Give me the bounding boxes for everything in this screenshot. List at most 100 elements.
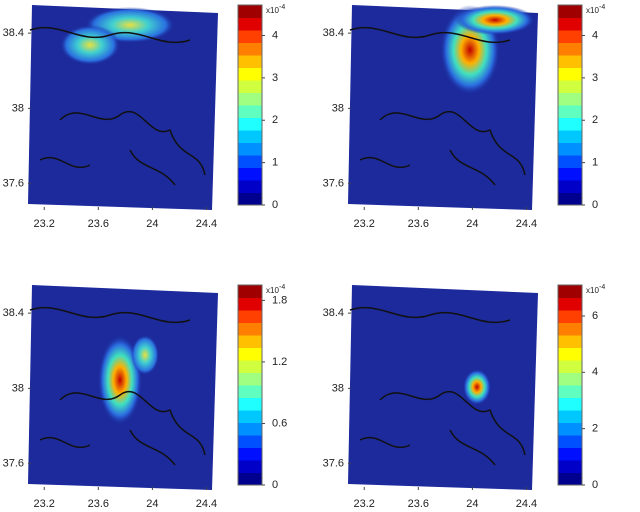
y-tick-label: 37.6 <box>3 178 24 190</box>
concentration-plume <box>60 25 120 65</box>
colorbar-step <box>558 385 582 398</box>
y-tick-label: 38 <box>12 102 24 114</box>
colorbar-tick-label: 2 <box>272 114 278 126</box>
x-tick-label: 24.4 <box>516 218 537 230</box>
colorbar-step <box>238 55 262 68</box>
colorbar-tick-label: 2 <box>592 423 598 435</box>
colorbar-step <box>558 310 582 323</box>
colorbar-step <box>558 285 582 298</box>
x-tick-label: 24.4 <box>196 498 217 510</box>
x-tick-label: 23.6 <box>408 218 429 230</box>
colorbar-frame <box>557 4 583 206</box>
coastline <box>349 306 526 466</box>
colorbar-step <box>238 385 262 398</box>
coastline <box>349 26 526 186</box>
panel: 23.2 23.6 24 24.4 37.6 38 38.4 0 1 2 3 4 x10 -4 <box>3 4 286 230</box>
colorbar-step <box>238 460 262 473</box>
x-tick-label: 24 <box>466 218 478 230</box>
colorbar-step <box>238 285 262 298</box>
colorbar-step <box>238 335 262 348</box>
colorbar-step <box>238 347 262 361</box>
colorbar-unit-exponent: -4 <box>599 284 605 291</box>
colorbar-unit: x10 <box>586 6 599 15</box>
colorbar-step <box>238 192 262 206</box>
x-tick-label: 23.2 <box>354 498 375 510</box>
colorbar-step <box>238 30 262 43</box>
colorbar-step <box>238 322 262 336</box>
colorbar-step <box>238 80 262 93</box>
colorbar-step <box>558 180 582 193</box>
colorbar-step <box>558 142 582 156</box>
colorbar-step <box>238 130 262 143</box>
colorbar-step <box>238 472 262 486</box>
panel: 23.2 23.6 24 24.4 37.6 38 38.4 0 1 2 3 4 x10 -4 <box>323 4 606 230</box>
colorbar-tick-label: 1.8 <box>272 294 287 306</box>
concentration-plume <box>131 335 159 375</box>
y-tick-label: 38 <box>12 382 24 394</box>
colorbar-unit-exponent: -4 <box>279 284 285 291</box>
colorbar-tick-label: 4 <box>272 29 278 41</box>
colorbar-unit-exponent: -4 <box>279 4 285 11</box>
x-tick-label: 23.6 <box>88 218 109 230</box>
x-tick-label: 24 <box>146 218 158 230</box>
colorbar-step <box>238 155 262 168</box>
colorbar-step <box>558 435 582 448</box>
coastline <box>29 306 206 466</box>
x-tick-label: 23.2 <box>354 218 375 230</box>
x-tick-label: 24.4 <box>516 498 537 510</box>
colorbar-tick-label: 6 <box>592 310 598 322</box>
y-tick-label: 38 <box>332 102 344 114</box>
colorbar-step <box>238 372 262 386</box>
y-tick-label: 38.4 <box>323 27 344 39</box>
colorbar-step <box>558 55 582 68</box>
colorbar-step <box>558 155 582 168</box>
colorbar-tick-label: 2 <box>592 114 598 126</box>
x-tick-label: 24 <box>466 498 478 510</box>
colorbar-step <box>238 105 262 118</box>
x-tick-label: 24 <box>146 498 158 510</box>
colorbar-unit-exponent: -4 <box>599 4 605 11</box>
colorbar-step <box>238 410 262 423</box>
colorbar-step <box>558 322 582 336</box>
colorbar-tick-label: 1 <box>272 157 278 169</box>
colorbar-step <box>558 360 582 373</box>
x-tick-label: 23.6 <box>88 498 109 510</box>
colorbar-step <box>558 347 582 361</box>
colorbar-step <box>558 105 582 118</box>
colorbar-tick-label: 0 <box>592 479 598 491</box>
colorbar-step <box>558 410 582 423</box>
colorbar-tick-label: 3 <box>272 72 278 84</box>
colorbar-tick-label: 0 <box>272 199 278 211</box>
colorbar-step <box>558 335 582 348</box>
concentration-plume <box>98 335 142 425</box>
colorbar-step <box>238 397 262 411</box>
y-tick-label: 38.4 <box>323 307 344 319</box>
y-tick-label: 37.6 <box>323 178 344 190</box>
colorbar-step <box>558 117 582 131</box>
colorbar-step <box>558 460 582 473</box>
colorbar-step <box>558 192 582 206</box>
colorbar-tick-label: 0 <box>592 199 598 211</box>
y-tick-label: 38 <box>332 382 344 394</box>
y-tick-label: 38.4 <box>3 27 24 39</box>
colorbar-tick-label: 4 <box>592 29 598 41</box>
colorbar-step <box>238 42 262 56</box>
map-field <box>348 285 538 490</box>
colorbar-step <box>238 167 262 181</box>
colorbar-step <box>238 180 262 193</box>
colorbar-step <box>238 310 262 323</box>
colorbar-step <box>558 297 582 311</box>
colorbar-step <box>238 297 262 311</box>
colorbar-step <box>558 372 582 386</box>
x-tick-label: 23.2 <box>34 218 55 230</box>
colorbar-step <box>238 17 262 31</box>
colorbar-step <box>558 30 582 43</box>
concentration-plume <box>463 369 491 405</box>
colorbar-frame <box>237 4 263 206</box>
colorbar-tick-label: 3 <box>592 72 598 84</box>
colorbar-step <box>558 167 582 181</box>
x-tick-label: 23.6 <box>408 498 429 510</box>
colorbar-unit: x10 <box>586 286 599 295</box>
